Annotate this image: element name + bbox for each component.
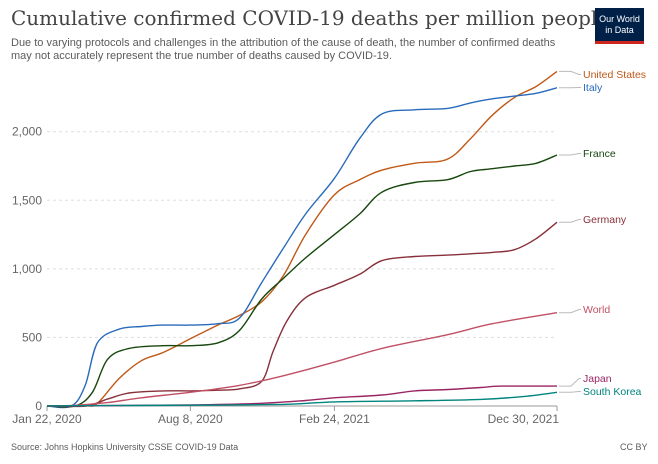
- series-label-italy: Italy: [583, 82, 603, 94]
- y-tick-label: 1,000: [12, 262, 42, 276]
- label-connector-germany: [559, 219, 581, 223]
- logo-line-1: Our World: [599, 13, 640, 24]
- series-label-united-states: United States: [583, 69, 646, 81]
- source-note: Source: Johns Hopkins University CSSE CO…: [11, 442, 239, 452]
- series-label-japan: Japan: [583, 373, 612, 385]
- series-line-united-states: [46, 70, 558, 407]
- series-line-italy: [46, 87, 558, 409]
- series-label-world: World: [583, 304, 610, 316]
- chart-title: Cumulative confirmed COVID-19 deaths per…: [11, 6, 610, 30]
- x-tick-label: Feb 24, 2021: [299, 412, 370, 426]
- label-connector-france: [559, 153, 581, 156]
- y-tick-label: 1,500: [12, 193, 42, 207]
- x-tick-label: Dec 30, 2021: [488, 412, 560, 426]
- license-link[interactable]: CC BY: [620, 442, 648, 452]
- label-connector-south-korea: [559, 391, 581, 393]
- label-connector-united-states: [559, 70, 581, 75]
- x-tick-label: Jan 22, 2020: [12, 412, 82, 426]
- y-tick-label: 500: [22, 330, 42, 344]
- x-tick-label: Aug 8, 2020: [158, 412, 223, 426]
- y-tick-label: 0: [35, 399, 42, 413]
- chart-subtitle: Due to varying protocols and challenges …: [11, 37, 556, 62]
- series-label-germany: Germany: [583, 214, 627, 226]
- series-line-france: [46, 154, 558, 408]
- logo-line-2: in Data: [605, 24, 634, 35]
- series-line-germany: [46, 221, 558, 408]
- series-label-south-korea: South Korea: [583, 386, 642, 398]
- y-tick-label: 2,000: [12, 125, 42, 139]
- series-line-south-korea: [46, 391, 558, 407]
- series-line-world: [46, 312, 558, 407]
- label-connector-japan: [559, 378, 581, 387]
- label-connector-world: [559, 309, 581, 314]
- series-label-france: France: [583, 148, 616, 160]
- owid-logo[interactable]: Our World in Data: [595, 8, 644, 44]
